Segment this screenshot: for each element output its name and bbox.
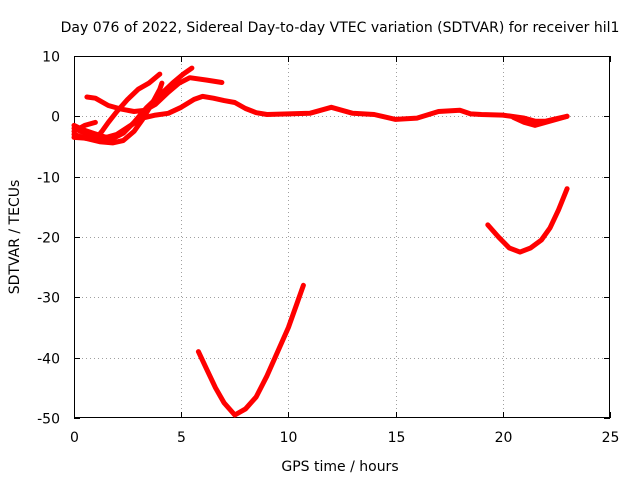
y-axis-label: SDTVAR / TECUs [7, 180, 23, 295]
y-tick-label-6: 10 [42, 50, 60, 66]
chart-title: Day 076 of 2022, Sidereal Day-to-day VTE… [61, 20, 620, 36]
series-arc-3 [84, 75, 225, 114]
y-tick-label-3: -20 [37, 231, 60, 247]
x-tick-label-4: 20 [495, 430, 513, 446]
series-arc-9 [485, 186, 570, 255]
series-arc-8 [195, 282, 306, 418]
x-tick-label-0: 0 [70, 430, 79, 446]
x-axis-label: GPS time / hours [281, 459, 398, 475]
series-arc-5 [71, 71, 163, 142]
y-tick-label-0: -50 [37, 412, 60, 428]
x-tick-label-1: 5 [177, 430, 186, 446]
x-tick-label-2: 10 [280, 430, 298, 446]
series-arc-2 [71, 65, 195, 142]
x-tick-label-3: 15 [388, 430, 406, 446]
y-tick-label-1: -40 [37, 352, 60, 368]
x-tick-label-5: 25 [602, 430, 620, 446]
series-group [71, 65, 570, 418]
series-arc-4 [71, 93, 570, 140]
series-arc-6 [71, 119, 98, 134]
y-tick-label-5: 0 [51, 110, 60, 126]
y-tick-label-4: -10 [37, 171, 60, 187]
series-arc-7 [511, 113, 570, 128]
y-tick-label-2: -30 [37, 291, 60, 307]
axis-ticks: 0 5 10 15 20 25 -50 -40 -30 -20 -10 0 10 [37, 50, 619, 447]
